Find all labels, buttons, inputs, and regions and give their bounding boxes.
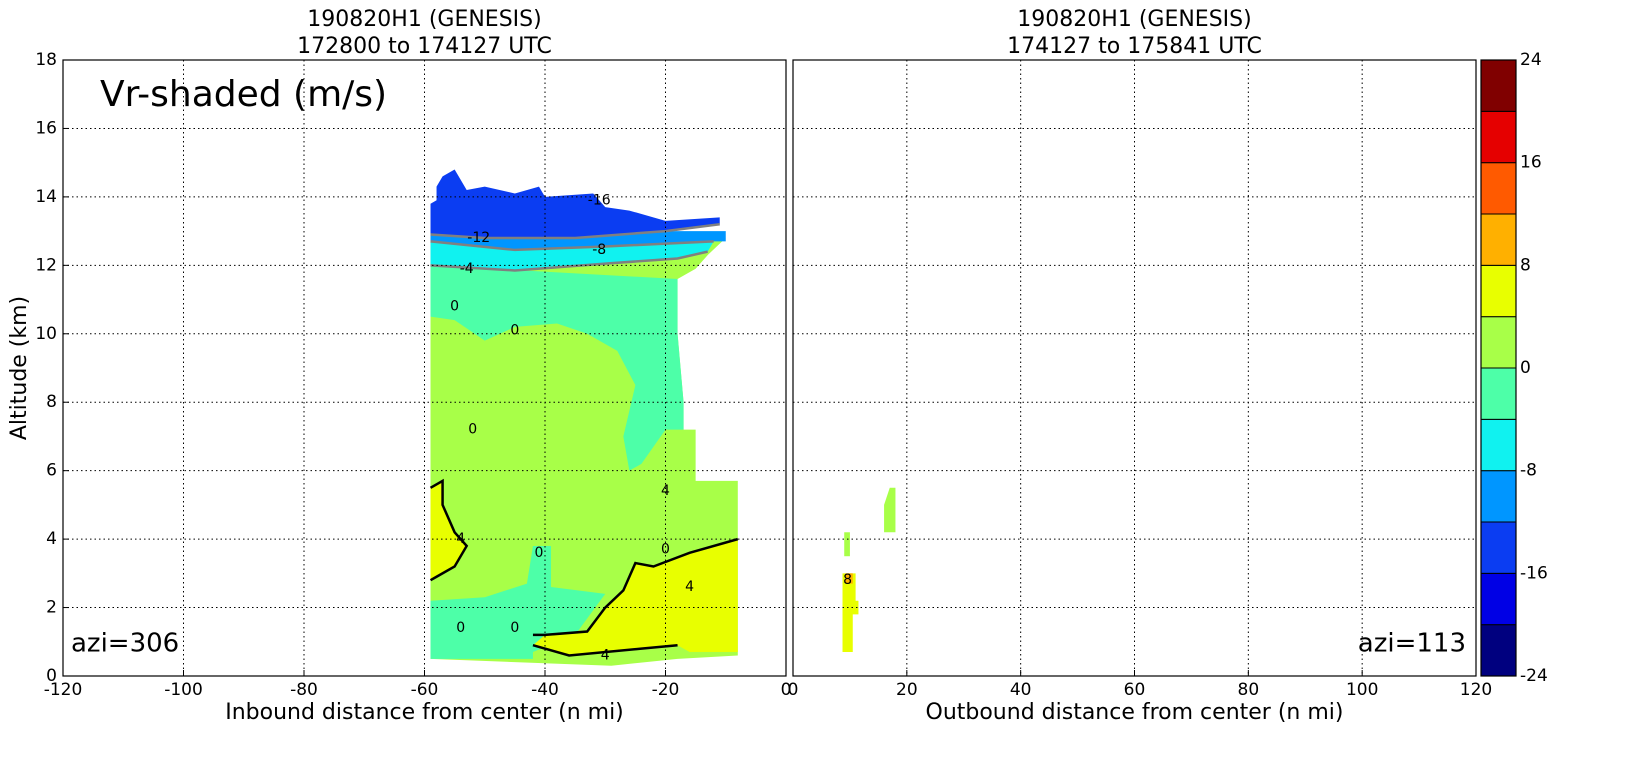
contour-label: -4 bbox=[460, 261, 474, 277]
colorbar-bin bbox=[1480, 264, 1517, 318]
colorbar-bin bbox=[1480, 162, 1517, 215]
contour-line bbox=[429, 478, 469, 582]
contour-label: 0 bbox=[535, 545, 544, 561]
y-tick-label: 2 bbox=[46, 598, 57, 618]
shaded-region bbox=[845, 573, 853, 584]
x-tick-label: 0 bbox=[788, 680, 799, 700]
plot-area: -16 -12 -8 -4 0 0 0 4 4 0 0 4 0 0 4 bbox=[429, 169, 739, 666]
colorbar-bin bbox=[1480, 213, 1517, 266]
x-tick-label: 60 bbox=[1124, 680, 1146, 700]
y-tick-label: 8 bbox=[46, 392, 57, 412]
shaded-region bbox=[430, 545, 606, 659]
contour-label: 4 bbox=[601, 647, 610, 663]
x-tick-label: -80 bbox=[290, 680, 318, 700]
colorbar-bin bbox=[1480, 367, 1517, 420]
x-tick-label: -100 bbox=[164, 680, 203, 700]
panel-subtitle: 172800 to 174127 UTC bbox=[297, 34, 552, 59]
colorbar-tick-label: 0 bbox=[1520, 358, 1531, 378]
x-tick-label: 100 bbox=[1346, 680, 1378, 700]
contour-label: 0 bbox=[468, 422, 477, 438]
shaded-region bbox=[844, 532, 850, 557]
shaded-region bbox=[430, 231, 726, 250]
x-tick-label: 20 bbox=[896, 680, 918, 700]
colorbar-bin bbox=[1480, 521, 1517, 574]
colorbar-tick-label: 16 bbox=[1520, 153, 1542, 173]
colorbar-bin bbox=[1480, 470, 1517, 523]
y-axis-label: Altitude (km) bbox=[7, 296, 32, 440]
y-tick-label: 14 bbox=[35, 187, 57, 207]
colorbar-tick-label: 8 bbox=[1520, 255, 1531, 275]
panel-title: 190820H1 (GENESIS) bbox=[307, 7, 541, 32]
colorbar-tick-label: -16 bbox=[1520, 563, 1548, 583]
colorbar-bin bbox=[1480, 110, 1517, 164]
y-tick-label: 18 bbox=[35, 50, 57, 70]
colorbar-tick-label: -24 bbox=[1520, 666, 1548, 686]
contour-label: 4 bbox=[685, 579, 694, 595]
shaded-region bbox=[884, 487, 896, 533]
shaded-region bbox=[430, 169, 720, 238]
contour-label: 0 bbox=[510, 620, 519, 636]
colorbar-bin bbox=[1480, 572, 1517, 626]
x-tick-label: 40 bbox=[1010, 680, 1032, 700]
x-tick-label: 0 bbox=[781, 680, 792, 700]
azimuth-label: azi=113 bbox=[1358, 629, 1466, 659]
colorbar-tick-label: 24 bbox=[1520, 50, 1542, 70]
contour-label: 0 bbox=[456, 620, 465, 636]
panel-title: 190820H1 (GENESIS) bbox=[1017, 7, 1251, 32]
contour-label: 4 bbox=[661, 483, 670, 499]
contour-label: 0 bbox=[661, 541, 670, 557]
x-tick-label: -20 bbox=[652, 680, 680, 700]
x-tick-label: -120 bbox=[44, 680, 83, 700]
colorbar-bin bbox=[1480, 316, 1517, 369]
y-tick-label: 10 bbox=[35, 324, 57, 344]
colorbar-tick-label: -8 bbox=[1520, 461, 1537, 481]
contour-label: 8 bbox=[843, 572, 852, 588]
shaded-region bbox=[842, 573, 859, 653]
x-tick-label: 120 bbox=[1460, 680, 1492, 700]
contour-label: -12 bbox=[467, 230, 490, 246]
panel-subtitle: 174127 to 175841 UTC bbox=[1007, 34, 1262, 59]
x-tick-label: -40 bbox=[531, 680, 559, 700]
contour-label: -8 bbox=[592, 242, 606, 258]
colorbar-bin bbox=[1480, 59, 1517, 112]
y-tick-label: 12 bbox=[35, 255, 57, 275]
axes-frame bbox=[62, 59, 787, 677]
plot-area: 8 bbox=[842, 487, 896, 653]
shaded-region bbox=[532, 539, 738, 656]
contour-line bbox=[430, 223, 720, 240]
shaded-region bbox=[430, 480, 467, 581]
y-tick-label: 4 bbox=[46, 529, 57, 549]
contour-line bbox=[430, 240, 714, 252]
contour-line bbox=[532, 643, 678, 657]
axes-frame bbox=[792, 59, 1477, 677]
colorbar-frame bbox=[1480, 59, 1517, 677]
x-axis-label: Outbound distance from center (n mi) bbox=[926, 700, 1344, 725]
contour-label: 0 bbox=[450, 298, 459, 314]
shaded-region bbox=[430, 265, 684, 471]
y-tick-label: 6 bbox=[46, 461, 57, 481]
contour-line bbox=[532, 537, 739, 637]
x-tick-label: 80 bbox=[1238, 680, 1260, 700]
x-tick-label: -60 bbox=[411, 680, 439, 700]
contour-label: -16 bbox=[588, 192, 611, 208]
x-axis-label: Inbound distance from center (n mi) bbox=[225, 700, 624, 725]
y-tick-label: 0 bbox=[46, 666, 57, 686]
field-label: Vr-shaded (m/s) bbox=[100, 74, 387, 115]
contour-line bbox=[430, 250, 708, 272]
colorbar-bin bbox=[1480, 624, 1517, 677]
colorbar-bin bbox=[1480, 418, 1517, 472]
contour-label: 4 bbox=[456, 531, 465, 547]
contour-label: 0 bbox=[510, 322, 519, 338]
y-tick-label: 16 bbox=[35, 118, 57, 138]
azimuth-label: azi=306 bbox=[71, 629, 179, 659]
